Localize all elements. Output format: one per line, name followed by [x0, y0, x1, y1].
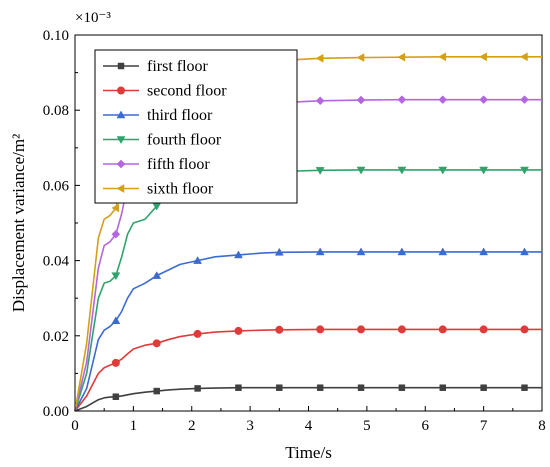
x-tick-label: 5	[363, 418, 371, 434]
legend-label-fifth-floor: fifth floor	[147, 156, 210, 173]
x-tick-label: 4	[305, 418, 313, 434]
data-point-first-floor	[235, 384, 242, 391]
series-fourth-floor	[74, 166, 542, 412]
data-point-sixth-floor	[356, 53, 365, 62]
data-point-first-floor	[276, 384, 283, 391]
data-point-third-floor	[315, 247, 325, 256]
legend-box	[94, 49, 298, 204]
x-tick-label: 2	[188, 418, 196, 434]
series-line-fourth-floor	[74, 169, 542, 412]
legend-label-second-floor: second floor	[147, 83, 227, 100]
data-point-first-floor	[316, 384, 324, 391]
data-point-second-floor	[357, 325, 366, 334]
data-point-sixth-floor	[111, 203, 120, 213]
y-axis-multiplier: ×10⁻³	[75, 10, 111, 26]
data-point-fourth-floor	[356, 166, 366, 175]
data-point-first-floor	[480, 384, 487, 391]
y-tick-label: 0.04	[43, 254, 70, 270]
data-point-fourth-floor	[520, 166, 529, 175]
legend-label-third-floor: third floor	[147, 107, 213, 124]
data-point-fifth-floor	[111, 229, 121, 239]
data-point-fourth-floor	[438, 166, 448, 175]
data-point-second-floor	[152, 339, 161, 348]
data-point-third-floor	[234, 250, 243, 259]
data-point-first-floor	[357, 384, 365, 391]
data-point-first-floor	[194, 385, 201, 392]
x-axis: 0 1 2 3 4 5 6 7 8	[71, 406, 546, 434]
data-point-first-floor	[112, 393, 120, 400]
data-point-fourth-floor	[111, 272, 121, 281]
data-point-fourth-floor	[397, 166, 407, 175]
data-point-third-floor	[152, 271, 162, 279]
y-tick-label: 0.10	[43, 28, 69, 44]
x-tick-label: 7	[480, 418, 488, 434]
data-point-fifth-floor	[438, 95, 448, 105]
data-point-second-floor	[275, 325, 284, 334]
series-second-floor	[74, 325, 542, 412]
data-point-second-floor	[316, 325, 325, 334]
legend-marker-first-floor	[117, 62, 125, 70]
legend-marker-sixth-floor	[116, 184, 125, 193]
data-point-third-floor	[438, 247, 448, 256]
y-tick-label: 0.02	[43, 329, 69, 345]
data-point-third-floor	[274, 247, 284, 256]
data-point-second-floor	[193, 329, 202, 338]
data-point-first-floor	[398, 384, 406, 391]
data-point-sixth-floor	[479, 52, 487, 62]
data-point-second-floor	[111, 358, 120, 367]
data-point-third-floor	[356, 247, 366, 256]
x-tick-label: 0	[71, 418, 79, 434]
legend-label-fourth-floor: fourth floor	[147, 132, 222, 149]
data-point-fifth-floor	[315, 96, 325, 106]
data-point-first-floor	[153, 387, 160, 395]
y-tick-label: 0.00	[43, 404, 69, 420]
series-line-second-floor	[74, 328, 542, 412]
series-third-floor	[74, 247, 542, 412]
x-axis-title: Time/s	[285, 443, 332, 462]
data-point-third-floor	[193, 256, 203, 264]
data-point-third-floor	[111, 316, 121, 325]
data-point-fifth-floor	[397, 95, 407, 105]
data-point-second-floor	[520, 325, 529, 334]
legend-marker-fifth-floor	[116, 159, 126, 169]
data-point-third-floor	[520, 247, 529, 256]
data-point-sixth-floor	[438, 52, 447, 62]
legend: first floor second floor third floor fourth…	[94, 49, 298, 204]
data-point-sixth-floor	[519, 52, 528, 62]
data-point-second-floor	[479, 325, 488, 334]
legend-marker-third-floor	[116, 110, 126, 119]
data-point-second-floor	[438, 325, 447, 334]
legend-marker-fourth-floor	[116, 136, 126, 145]
data-point-sixth-floor	[397, 52, 406, 62]
data-point-second-floor	[234, 326, 243, 335]
legend-label-first-floor: first floor	[147, 58, 209, 75]
data-point-first-floor	[521, 384, 528, 391]
data-point-fifth-floor	[479, 95, 488, 105]
legend-label-sixth-floor: sixth floor	[147, 181, 214, 198]
y-tick-label: 0.08	[43, 103, 69, 119]
series-first-floor	[74, 384, 542, 412]
x-tick-label: 8	[538, 418, 546, 434]
y-axis-title: Displacement variance/m²	[9, 134, 28, 312]
data-point-fifth-floor	[356, 95, 366, 105]
y-tick-label: 0.06	[43, 178, 70, 194]
data-point-second-floor	[397, 325, 406, 334]
x-tick-label: 3	[246, 418, 254, 434]
x-tick-label: 6	[422, 418, 430, 434]
x-tick-label: 1	[130, 418, 138, 434]
data-point-third-floor	[479, 247, 489, 256]
data-point-third-floor	[397, 247, 407, 256]
data-point-first-floor	[439, 384, 447, 391]
data-point-fourth-floor	[315, 167, 325, 175]
y-axis: 0.00 0.02 0.04 0.06 0.08 0.10	[43, 28, 80, 420]
data-point-fourth-floor	[479, 166, 489, 175]
data-point-fifth-floor	[520, 95, 529, 105]
legend-marker-second-floor	[117, 86, 125, 95]
data-point-sixth-floor	[315, 53, 324, 63]
